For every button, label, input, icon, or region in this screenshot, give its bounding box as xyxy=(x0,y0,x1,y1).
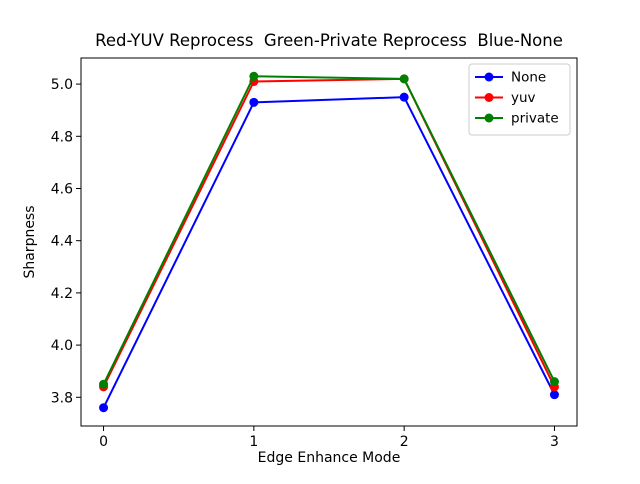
axes-frame xyxy=(80,57,578,427)
series-marker-private xyxy=(249,71,259,81)
series-marker-private xyxy=(399,74,409,84)
chart-title: Red-YUV Reprocess Green-Private Reproces… xyxy=(95,31,563,50)
y-axis-label: Sharpness xyxy=(22,205,38,278)
x-tick-label: 0 xyxy=(99,434,108,450)
series-line-private xyxy=(102,75,556,385)
x-tick-label: 1 xyxy=(249,434,258,450)
legend-entry-label: yuv xyxy=(511,90,536,106)
y-tick-label: 4.8 xyxy=(51,129,73,145)
y-tick-label: 4.4 xyxy=(51,234,73,250)
y-tick-label: 4.0 xyxy=(51,338,73,354)
series-line-yuv xyxy=(102,77,556,388)
x-axis-label: Edge Enhance Mode xyxy=(258,450,401,466)
series-marker-private xyxy=(99,379,109,389)
y-tick-label: 4.6 xyxy=(51,181,73,197)
y-tick-label: 4.2 xyxy=(51,286,73,302)
legend-marker xyxy=(484,113,494,123)
legend-marker xyxy=(484,93,494,102)
series-marker-none xyxy=(99,403,109,413)
x-tick-label: 3 xyxy=(550,434,559,450)
series-marker-none xyxy=(549,390,559,400)
legend: None yuv private xyxy=(468,63,571,136)
legend-marker xyxy=(484,72,494,82)
series-line-none xyxy=(102,96,556,409)
legend-entry-label: None xyxy=(511,70,546,86)
series-marker-private xyxy=(549,377,559,387)
series-marker-none xyxy=(399,92,409,102)
y-tick-label: 5.0 xyxy=(51,77,73,93)
series-marker-none xyxy=(249,97,259,107)
y-tick-label: 3.8 xyxy=(51,390,73,406)
legend-entry-label: private xyxy=(511,111,559,127)
x-tick-label: 2 xyxy=(400,434,409,450)
